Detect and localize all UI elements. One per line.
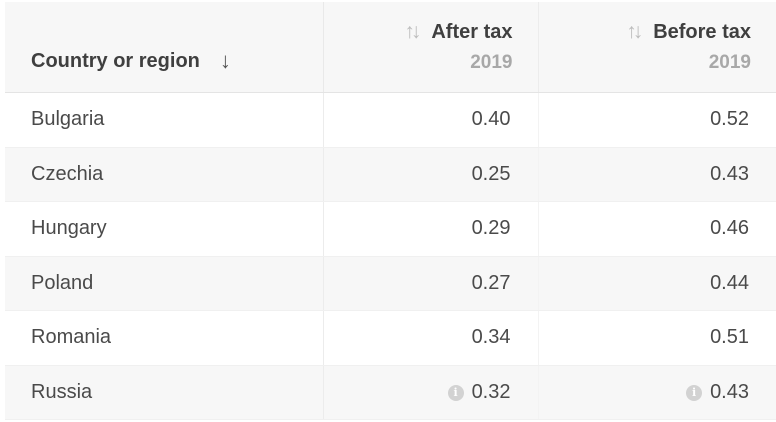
after-tax-cell: 0.25 (323, 147, 539, 202)
before-tax-value: 0.46 (710, 217, 749, 240)
country-cell: Romania (5, 310, 324, 366)
after-tax-value: 0.27 (471, 271, 511, 294)
after-tax-value: 0.34 (471, 326, 511, 349)
before-tax-cell: 0.46 (538, 201, 776, 257)
country-cell: Russia (5, 365, 324, 420)
table-header: Country or region ↓ ↑↓ After tax 2019 (5, 2, 776, 93)
data-table: Country or region ↓ ↑↓ After tax 2019 (5, 2, 776, 420)
before-tax-cell: 0.44 (538, 256, 776, 311)
after-tax-cell: 0.29 (323, 201, 539, 257)
column-header-after-tax-year: 2019 (470, 52, 513, 73)
before-tax-value: 0.51 (710, 326, 749, 349)
column-header-after-tax-label: After tax (431, 20, 513, 43)
header-row: Country or region ↓ ↑↓ After tax 2019 (5, 2, 776, 93)
table-body: Bulgaria 0.40 0.52 Czechia 0.25 0.43 Hun… (5, 92, 776, 420)
column-header-before-tax-label: Before tax (653, 20, 751, 43)
country-cell: Czechia (5, 147, 324, 202)
table-row: Czechia 0.25 0.43 (5, 147, 776, 202)
before-tax-cell: 0.51 (538, 310, 776, 366)
country-cell: Hungary (5, 201, 324, 257)
before-tax-cell: 0.43 (538, 147, 776, 202)
after-tax-value: 0.32 (471, 380, 511, 403)
table-row: Romania 0.34 0.51 (5, 310, 776, 366)
after-tax-cell: 0.27 (323, 256, 539, 311)
table-row: Poland 0.27 0.44 (5, 256, 776, 311)
column-header-before-tax-year: 2019 (708, 52, 751, 73)
before-tax-value: 0.43 (710, 162, 749, 185)
sort-updown-icon[interactable]: ↑↓ (404, 20, 421, 43)
country-cell: Bulgaria (5, 92, 324, 148)
arrow-down-icon[interactable]: ↓ (219, 48, 231, 73)
table-row: Hungary 0.29 0.46 (5, 201, 776, 257)
info-icon[interactable]: i (686, 384, 703, 401)
before-tax-value: 0.44 (710, 271, 749, 294)
before-tax-cell: 0.52 (538, 92, 776, 148)
after-tax-value: 0.29 (471, 217, 511, 240)
after-tax-cell: 0.40 (323, 92, 539, 148)
sort-updown-icon[interactable]: ↑↓ (626, 20, 643, 43)
info-icon[interactable]: i (447, 384, 464, 401)
table-row: Bulgaria 0.40 0.52 (5, 92, 776, 148)
before-tax-value: 0.52 (710, 108, 749, 131)
data-table-container: Country or region ↓ ↑↓ After tax 2019 (5, 2, 776, 420)
country-cell: Poland (5, 256, 324, 311)
before-tax-value: 0.43 (710, 380, 749, 403)
after-tax-cell: 0.34 (323, 310, 539, 366)
column-header-after-tax[interactable]: ↑↓ After tax 2019 (323, 2, 539, 93)
after-tax-value: 0.40 (471, 108, 511, 131)
column-header-before-tax[interactable]: ↑↓ Before tax 2019 (538, 2, 776, 93)
column-header-country-label: Country or region (31, 49, 200, 72)
after-tax-cell: i 0.32 (323, 365, 539, 420)
column-header-country[interactable]: Country or region ↓ (5, 2, 324, 93)
table-row: Russia i 0.32 i 0.43 (5, 365, 776, 420)
before-tax-cell: i 0.43 (538, 365, 776, 420)
after-tax-value: 0.25 (471, 162, 511, 185)
